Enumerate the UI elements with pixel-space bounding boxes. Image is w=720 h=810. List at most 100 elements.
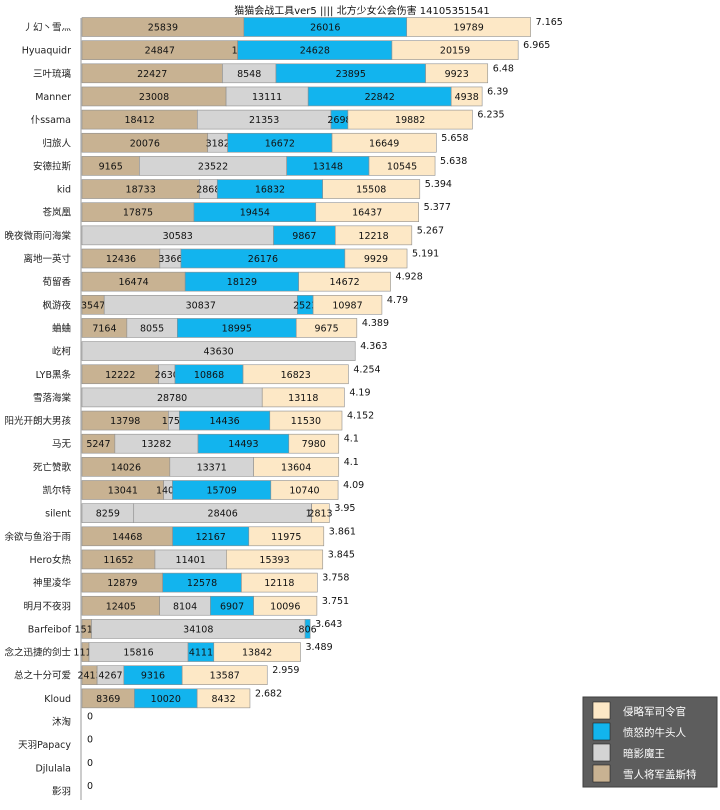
segment-value-label: 12218 <box>358 231 388 242</box>
row-label: 天羽Papacy <box>18 740 71 751</box>
row-total-label: 3.643 <box>315 619 342 630</box>
segment-value-label: 10740 <box>289 486 319 497</box>
segment-value-label: 13148 <box>313 161 343 172</box>
segment-value-label: 12436 <box>106 254 136 265</box>
row-label: 蛐蛐 <box>52 322 71 334</box>
segment-value-label: 13118 <box>288 393 318 404</box>
row-total-label: 4.79 <box>387 295 408 306</box>
bar-row: 仆ssama 18412 21353 2698 19882 6.235 <box>31 110 505 130</box>
row-label: LYB黑条 <box>36 369 72 381</box>
segment-value-label: 23895 <box>336 69 366 80</box>
segment-value-label: 7980 <box>302 439 326 450</box>
bar-segment-侵略军司令官 <box>226 549 324 570</box>
bar-segment-侵略军司令官 <box>322 179 421 199</box>
row-total-label: 3.845 <box>328 549 355 560</box>
row-total-label: 3.861 <box>329 526 356 537</box>
segment-value-label: 3366 <box>158 254 182 265</box>
segment-value-label: 6907 <box>220 601 244 612</box>
bar-row: 荀留香 16474 18129 14672 4.928 <box>42 271 423 292</box>
segment-value-label: 16649 <box>369 138 399 149</box>
segment-value-label: 20159 <box>440 46 470 57</box>
row-total-label: 4.09 <box>343 480 364 491</box>
bar-row: Manner 23008 13111 22842 4938 6.39 <box>35 86 508 107</box>
row-label: 念之迅捷的剑士 <box>4 647 71 659</box>
bar-row: 屹柯 43630 4.363 <box>52 341 387 361</box>
segment-value-label: 30837 <box>186 300 216 311</box>
segment-value-label: 2698 <box>327 115 351 126</box>
segment-value-label: 1517 <box>75 624 99 635</box>
row-total-label: 4.19 <box>349 387 370 398</box>
segment-value-label: 28780 <box>157 393 187 404</box>
bar-row: 死亡赞歌 14026 13371 13604 4.1 <box>33 457 359 477</box>
segment-value-label: 43630 <box>203 347 233 358</box>
segment-value-label: 9316 <box>141 671 165 682</box>
row-total-label: 4.363 <box>360 341 387 352</box>
legend-swatch-侵略军司令官 <box>592 701 611 720</box>
segment-value-label: 22427 <box>137 69 167 80</box>
segment-value-label: 23522 <box>198 161 228 172</box>
bar-segment-侵略军司令官 <box>344 248 408 269</box>
segment-value-label: 30583 <box>163 231 193 242</box>
segment-value-label: 8369 <box>96 694 120 705</box>
segment-value-label: 10868 <box>194 370 224 381</box>
bar-row: 雪落海棠 28780 13118 4.19 <box>33 387 371 408</box>
bar-segment-侵略军司令官 <box>288 433 340 454</box>
segment-value-label: 16672 <box>265 138 295 149</box>
bar-row: 三叶琉璃 22427 8548 23895 9923 6.48 <box>33 63 514 84</box>
row-total-label: 4.152 <box>347 411 374 422</box>
row-total-label: 3.751 <box>322 596 349 607</box>
legend-label: 暗影魔王 <box>623 747 665 760</box>
row-total-label: 3.758 <box>322 573 349 584</box>
segment-value-label: 21353 <box>249 115 279 126</box>
segment-value-label: 2868 <box>196 185 220 196</box>
segment-value-label: 9923 <box>445 69 469 80</box>
bar-row: Hyuaquidr248471824628201596.965 <box>22 40 550 60</box>
segment-value-label: 18129 <box>227 277 257 288</box>
bar-segment-侵略军司令官 <box>242 364 349 385</box>
bar-segment-侵略军司令官 <box>450 86 483 107</box>
row-total-label: 2.959 <box>272 665 299 676</box>
row-total-label: 3.489 <box>305 642 332 653</box>
segment-value-label: 11530 <box>291 416 321 427</box>
row-label: Kloud <box>44 694 71 705</box>
segment-value-label: 12222 <box>105 370 135 381</box>
bar-segment-侵略军司令官 <box>347 109 473 130</box>
row-total-label: 6.235 <box>477 110 504 121</box>
segment-value-label: 3547 <box>81 300 105 311</box>
segment-value-label: 5247 <box>86 439 110 450</box>
segment-value-label: 18412 <box>125 115 155 126</box>
bar-row: 明月不夜羽 12405 8104 6907 10096 3.751 <box>23 596 349 616</box>
row-total-label: 5.658 <box>441 133 468 144</box>
segment-value-label: 26176 <box>248 254 278 265</box>
segment-value-label: 24847 <box>145 46 175 57</box>
bar-segment-侵略军司令官 <box>248 526 325 547</box>
bar-segment-暗影魔王 <box>81 341 356 361</box>
segment-value-label: 23008 <box>139 92 169 103</box>
bar-row: 苍岚凰 17875 19454 16437 5.377 <box>42 202 451 222</box>
bar-row: 离地一英寸 12436 3366 26176 9929 5.191 <box>23 249 439 269</box>
segment-value-label: 2813 <box>308 509 332 520</box>
row-label: 余欲与鱼浴于雨 <box>4 531 71 543</box>
bar-segment-侵略军司令官 <box>253 595 318 616</box>
segment-value-label: 13282 <box>141 439 171 450</box>
legend-swatch-雪人将军盖斯特 <box>592 764 611 783</box>
bar-segment-侵略军司令官 <box>315 202 419 222</box>
bar-segment-侵略军司令官 <box>241 572 318 593</box>
bar-segment-侵略军司令官 <box>368 156 436 176</box>
segment-value-label: 20076 <box>130 138 160 149</box>
bar-segment-侵略军司令官 <box>425 63 489 84</box>
segment-value-label: 7164 <box>92 323 116 334</box>
bar-row: 安德拉斯 9165 23522 13148 10545 5.638 <box>33 156 467 176</box>
bar-segment-侵略军司令官 <box>181 665 268 686</box>
bar-row: 神里凌华 12879 12578 12118 3.758 <box>33 572 349 593</box>
row-label: 仆ssama <box>31 115 71 126</box>
segment-value-label: 13842 <box>242 648 272 659</box>
bar-segment-侵略军司令官 <box>270 480 339 500</box>
segment-value-label: 14493 <box>228 439 258 450</box>
bar-segment-侵略军司令官 <box>295 318 358 338</box>
segment-value-label: 9165 <box>99 161 123 172</box>
segment-value-label: 13371 <box>197 462 227 473</box>
bar-segment-侵略军司令官 <box>298 271 391 292</box>
bar-row: Djlulala 0 <box>35 758 93 775</box>
